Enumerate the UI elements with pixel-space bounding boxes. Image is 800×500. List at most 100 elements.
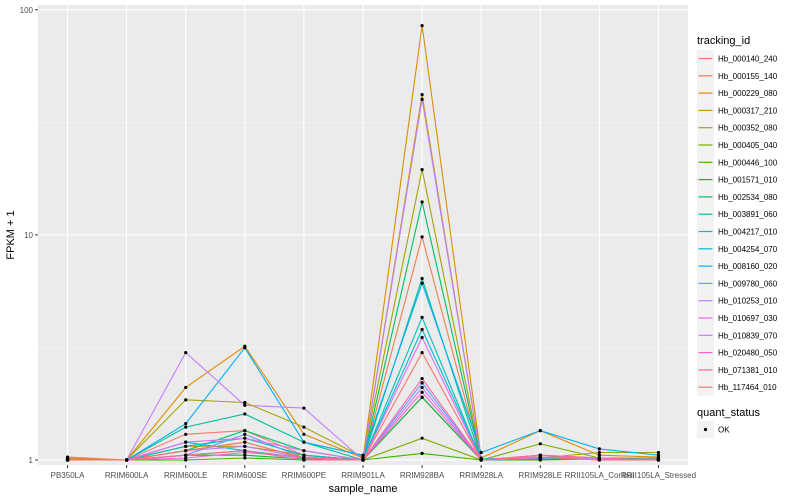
y-tick-label: 10 bbox=[24, 231, 33, 240]
data-point bbox=[420, 451, 424, 455]
legend-label: Hb_000352_080 bbox=[718, 124, 778, 133]
data-point bbox=[420, 281, 424, 285]
legend-label: Hb_020480_050 bbox=[718, 349, 778, 358]
data-point bbox=[302, 449, 306, 453]
data-point bbox=[302, 406, 306, 410]
data-point bbox=[597, 453, 601, 457]
data-point bbox=[361, 453, 365, 457]
y-tick-label: 100 bbox=[20, 6, 34, 15]
legend-label: Hb_000405_040 bbox=[718, 141, 778, 150]
data-point bbox=[361, 458, 365, 462]
data-point bbox=[302, 456, 306, 460]
data-point bbox=[184, 432, 188, 436]
data-point bbox=[479, 458, 483, 462]
data-point bbox=[597, 447, 601, 451]
data-point bbox=[420, 390, 424, 394]
x-tick-label: RRIM600SE bbox=[223, 471, 267, 480]
data-point bbox=[184, 385, 188, 390]
data-point bbox=[243, 444, 247, 448]
data-point bbox=[184, 440, 188, 444]
legend2-key-point bbox=[703, 427, 708, 432]
data-point bbox=[420, 385, 424, 390]
legend-label: Hb_001571_010 bbox=[718, 176, 778, 185]
data-point bbox=[184, 453, 188, 457]
data-point bbox=[420, 235, 424, 239]
data-point bbox=[243, 440, 247, 444]
data-point bbox=[184, 449, 188, 453]
x-tick-label: RRII105LA_Control bbox=[565, 471, 635, 480]
legend-label: Hb_004254_070 bbox=[718, 245, 778, 254]
legend-label: Hb_000140_240 bbox=[718, 55, 778, 64]
data-point bbox=[538, 455, 542, 459]
legend-label: Hb_010839_070 bbox=[718, 331, 778, 340]
data-point bbox=[184, 444, 188, 448]
data-point bbox=[656, 450, 661, 455]
data-point bbox=[243, 436, 247, 440]
legend2-label: OK bbox=[718, 426, 730, 435]
legend-label: Hb_117464_010 bbox=[718, 383, 777, 392]
x-tick-label: RRIM600LE bbox=[164, 471, 208, 480]
legend-quant-status: quant_status OK bbox=[697, 407, 760, 438]
x-tick-label: RRIM901LA bbox=[341, 471, 385, 480]
data-point bbox=[243, 403, 247, 407]
legend-label: Hb_010253_010 bbox=[718, 297, 778, 306]
data-point bbox=[656, 458, 661, 462]
x-axis-title: sample_name bbox=[328, 483, 397, 495]
legend-tracking-id: tracking_id Hb_000140_240 Hb_000155_140 Hb… bbox=[697, 35, 778, 396]
y-axis-title: FPKM + 1 bbox=[5, 210, 17, 259]
data-point bbox=[420, 327, 424, 332]
x-tick-label: RRIM600PE bbox=[282, 471, 326, 480]
legend2-title: quant_status bbox=[697, 407, 760, 419]
legend-label: Hb_071381_010 bbox=[718, 366, 778, 375]
data-point bbox=[420, 92, 424, 97]
data-point bbox=[184, 398, 188, 402]
x-tick-label: RRII105LA_Stressed bbox=[621, 471, 696, 480]
legend-label: Hb_000446_100 bbox=[718, 158, 778, 167]
data-point bbox=[420, 376, 424, 381]
legend-label: Hb_000317_210 bbox=[718, 106, 778, 115]
data-point bbox=[538, 429, 542, 433]
data-point bbox=[243, 412, 247, 416]
data-point bbox=[597, 450, 601, 455]
data-point bbox=[420, 350, 424, 355]
legend-label: Hb_002534_080 bbox=[718, 193, 778, 202]
data-point bbox=[184, 350, 188, 355]
data-point bbox=[479, 450, 483, 455]
data-point bbox=[538, 442, 542, 446]
data-point bbox=[243, 432, 247, 436]
legend-label: Hb_009780_060 bbox=[718, 279, 778, 288]
legend-label: Hb_000155_140 bbox=[718, 72, 778, 81]
legend-label: Hb_003891_060 bbox=[718, 210, 778, 219]
data-point bbox=[420, 315, 424, 319]
y-tick-label: 1 bbox=[29, 456, 34, 465]
x-tick-label: PB350LA bbox=[51, 471, 85, 480]
legend-label: Hb_000229_080 bbox=[718, 89, 778, 98]
data-point bbox=[420, 395, 424, 399]
data-point bbox=[420, 200, 424, 204]
data-point bbox=[420, 436, 424, 440]
data-point bbox=[125, 458, 129, 462]
data-point bbox=[597, 458, 601, 462]
axis-layer: 1 10 100 PB350LA RRIM600LA RRIM600LE RRIM600SE… bbox=[20, 6, 696, 480]
data-point bbox=[420, 335, 424, 340]
data-point bbox=[184, 422, 188, 426]
legend-label: Hb_010697_030 bbox=[718, 314, 778, 323]
data-point bbox=[243, 346, 247, 350]
data-point bbox=[420, 167, 424, 172]
x-tick-label: RRIM928LA bbox=[459, 471, 503, 480]
data-point bbox=[302, 432, 306, 436]
x-tick-label: RRIM600LA bbox=[105, 471, 149, 480]
data-point bbox=[420, 276, 424, 281]
data-point bbox=[420, 24, 424, 28]
data-point bbox=[243, 456, 247, 460]
data-points bbox=[65, 24, 661, 462]
data-point bbox=[243, 429, 247, 433]
data-point bbox=[420, 97, 424, 101]
data-point bbox=[302, 425, 306, 429]
data-point bbox=[302, 440, 306, 444]
data-point bbox=[420, 381, 424, 385]
legend-title: tracking_id bbox=[697, 35, 750, 47]
data-point bbox=[243, 400, 247, 405]
data-point bbox=[65, 458, 70, 462]
